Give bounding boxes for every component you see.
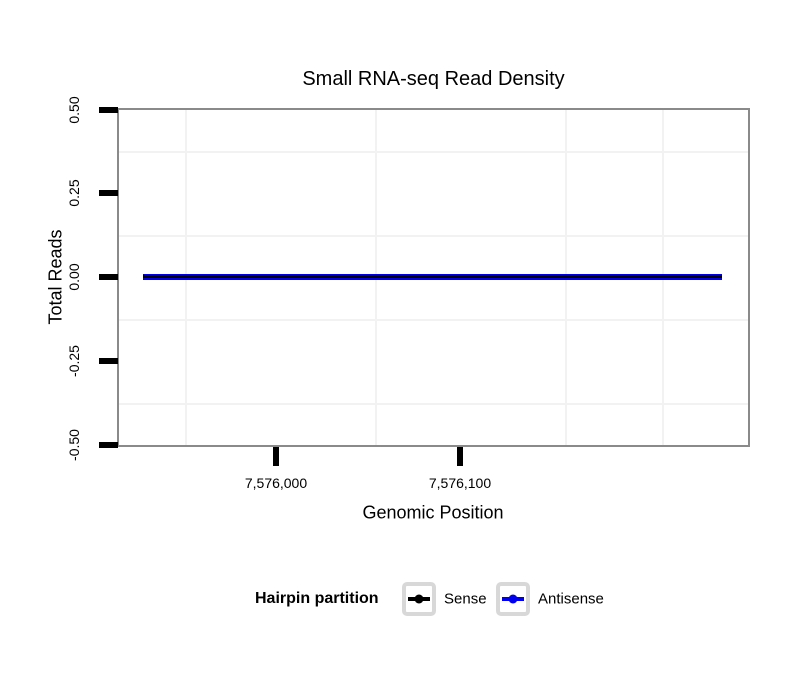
legend-label-antisense: Antisense [538,590,604,608]
y-axis-tick [99,274,118,280]
y-axis-title: Total Reads [45,229,66,325]
y-tick-label: 0.25 [66,179,82,207]
y-tick-label: -0.25 [66,345,82,377]
y-tick-label: 0.50 [66,96,82,124]
x-tick-label: 7,576,000 [244,475,308,491]
legend-key-antisense [496,582,530,616]
minor-gridline-horizontal [119,319,748,321]
y-axis-tick [99,190,118,196]
minor-gridline-horizontal [119,151,748,153]
y-axis-tick [99,442,118,448]
y-tick-label: 0.00 [66,263,82,291]
minor-gridline-horizontal [119,235,748,237]
x-axis-title: Genomic Position [362,502,504,523]
plot-panel [117,108,750,447]
minor-gridline-horizontal [119,403,748,405]
chart-title: Small RNA-seq Read Density [302,68,565,90]
y-axis-tick [99,107,118,113]
sense-line [143,275,722,278]
x-tick-label: 7,576,100 [428,475,492,491]
y-axis-tick [99,358,118,364]
legend-label-sense: Sense [444,590,487,608]
legend-title: Hairpin partition [255,590,379,607]
legend-key-sense [402,582,436,616]
y-tick-label: -0.50 [66,429,82,461]
antisense-point-swatch [508,594,518,604]
x-axis-tick [457,447,463,466]
sense-point-swatch [414,594,424,604]
x-axis-tick [273,447,279,466]
antisense-line [143,274,722,280]
